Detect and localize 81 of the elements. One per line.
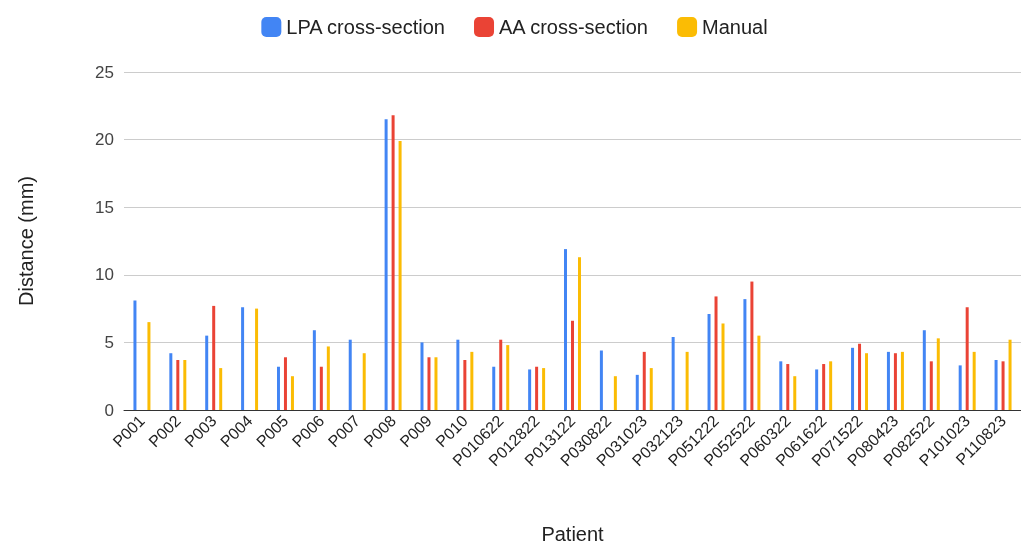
bar — [685, 351, 689, 410]
bar — [750, 281, 754, 410]
y-axis-title: Distance (mm) — [15, 175, 37, 307]
legend-label: AA cross-section — [499, 16, 648, 38]
bar — [893, 353, 897, 410]
bar — [212, 305, 216, 410]
bar — [929, 361, 933, 410]
bar — [743, 299, 747, 410]
bar — [972, 351, 976, 410]
bar — [936, 338, 940, 410]
bar — [506, 345, 510, 410]
bar — [571, 320, 574, 410]
bar — [183, 359, 187, 410]
bar — [205, 335, 209, 410]
y-tick-label: 5 — [104, 332, 114, 352]
bar — [1008, 339, 1012, 410]
y-tick-label: 0 — [104, 400, 114, 420]
bar — [829, 361, 833, 410]
x-axis-title: Patient — [541, 523, 605, 545]
bar — [326, 346, 330, 410]
bar — [815, 369, 819, 410]
bar — [434, 357, 438, 410]
y-tick-label: 20 — [95, 130, 114, 150]
bar — [886, 351, 890, 410]
y-tick-label: 10 — [95, 265, 114, 285]
bar — [312, 330, 316, 410]
bar — [535, 366, 539, 410]
bar — [793, 376, 797, 410]
bar — [463, 359, 467, 410]
bar — [1001, 361, 1005, 410]
y-tick-label: 25 — [95, 62, 114, 82]
bar — [528, 369, 532, 410]
bar — [283, 357, 287, 410]
bar — [169, 353, 173, 410]
bar — [391, 115, 395, 410]
bar — [219, 368, 223, 410]
bar — [290, 376, 294, 410]
bar — [492, 366, 496, 410]
bar — [176, 359, 180, 410]
bar — [276, 366, 280, 410]
bar — [858, 343, 862, 410]
bar — [470, 351, 474, 410]
bar — [362, 353, 366, 410]
bar — [427, 357, 431, 410]
bar — [671, 336, 675, 410]
bar — [851, 347, 855, 410]
bar — [147, 322, 151, 410]
bar — [384, 119, 388, 410]
legend-label: Manual — [702, 16, 768, 38]
bar — [922, 330, 926, 410]
y-tick-label: 15 — [95, 197, 114, 217]
bar — [542, 368, 546, 410]
bar — [241, 307, 245, 410]
bar — [965, 307, 969, 410]
bar — [779, 361, 783, 410]
bar — [721, 323, 725, 410]
bar — [865, 353, 869, 410]
bar — [786, 364, 790, 410]
bar — [599, 350, 603, 410]
bar — [757, 335, 761, 410]
bar — [398, 140, 402, 410]
bar — [714, 296, 718, 410]
bar — [958, 365, 962, 410]
bar — [900, 351, 904, 410]
bar — [822, 364, 826, 410]
bar — [649, 368, 653, 410]
bar — [456, 339, 460, 410]
bar — [499, 339, 503, 410]
bar — [635, 374, 639, 410]
bar — [577, 257, 581, 410]
bar — [564, 249, 568, 410]
bar — [133, 300, 137, 410]
bar — [348, 339, 352, 410]
bar — [420, 342, 424, 410]
bar — [319, 366, 323, 410]
bar — [642, 351, 646, 410]
legend-label: LPA cross-section — [286, 16, 445, 38]
bar — [994, 359, 998, 410]
bar — [255, 308, 259, 410]
bar — [707, 314, 711, 410]
bar — [613, 376, 617, 410]
